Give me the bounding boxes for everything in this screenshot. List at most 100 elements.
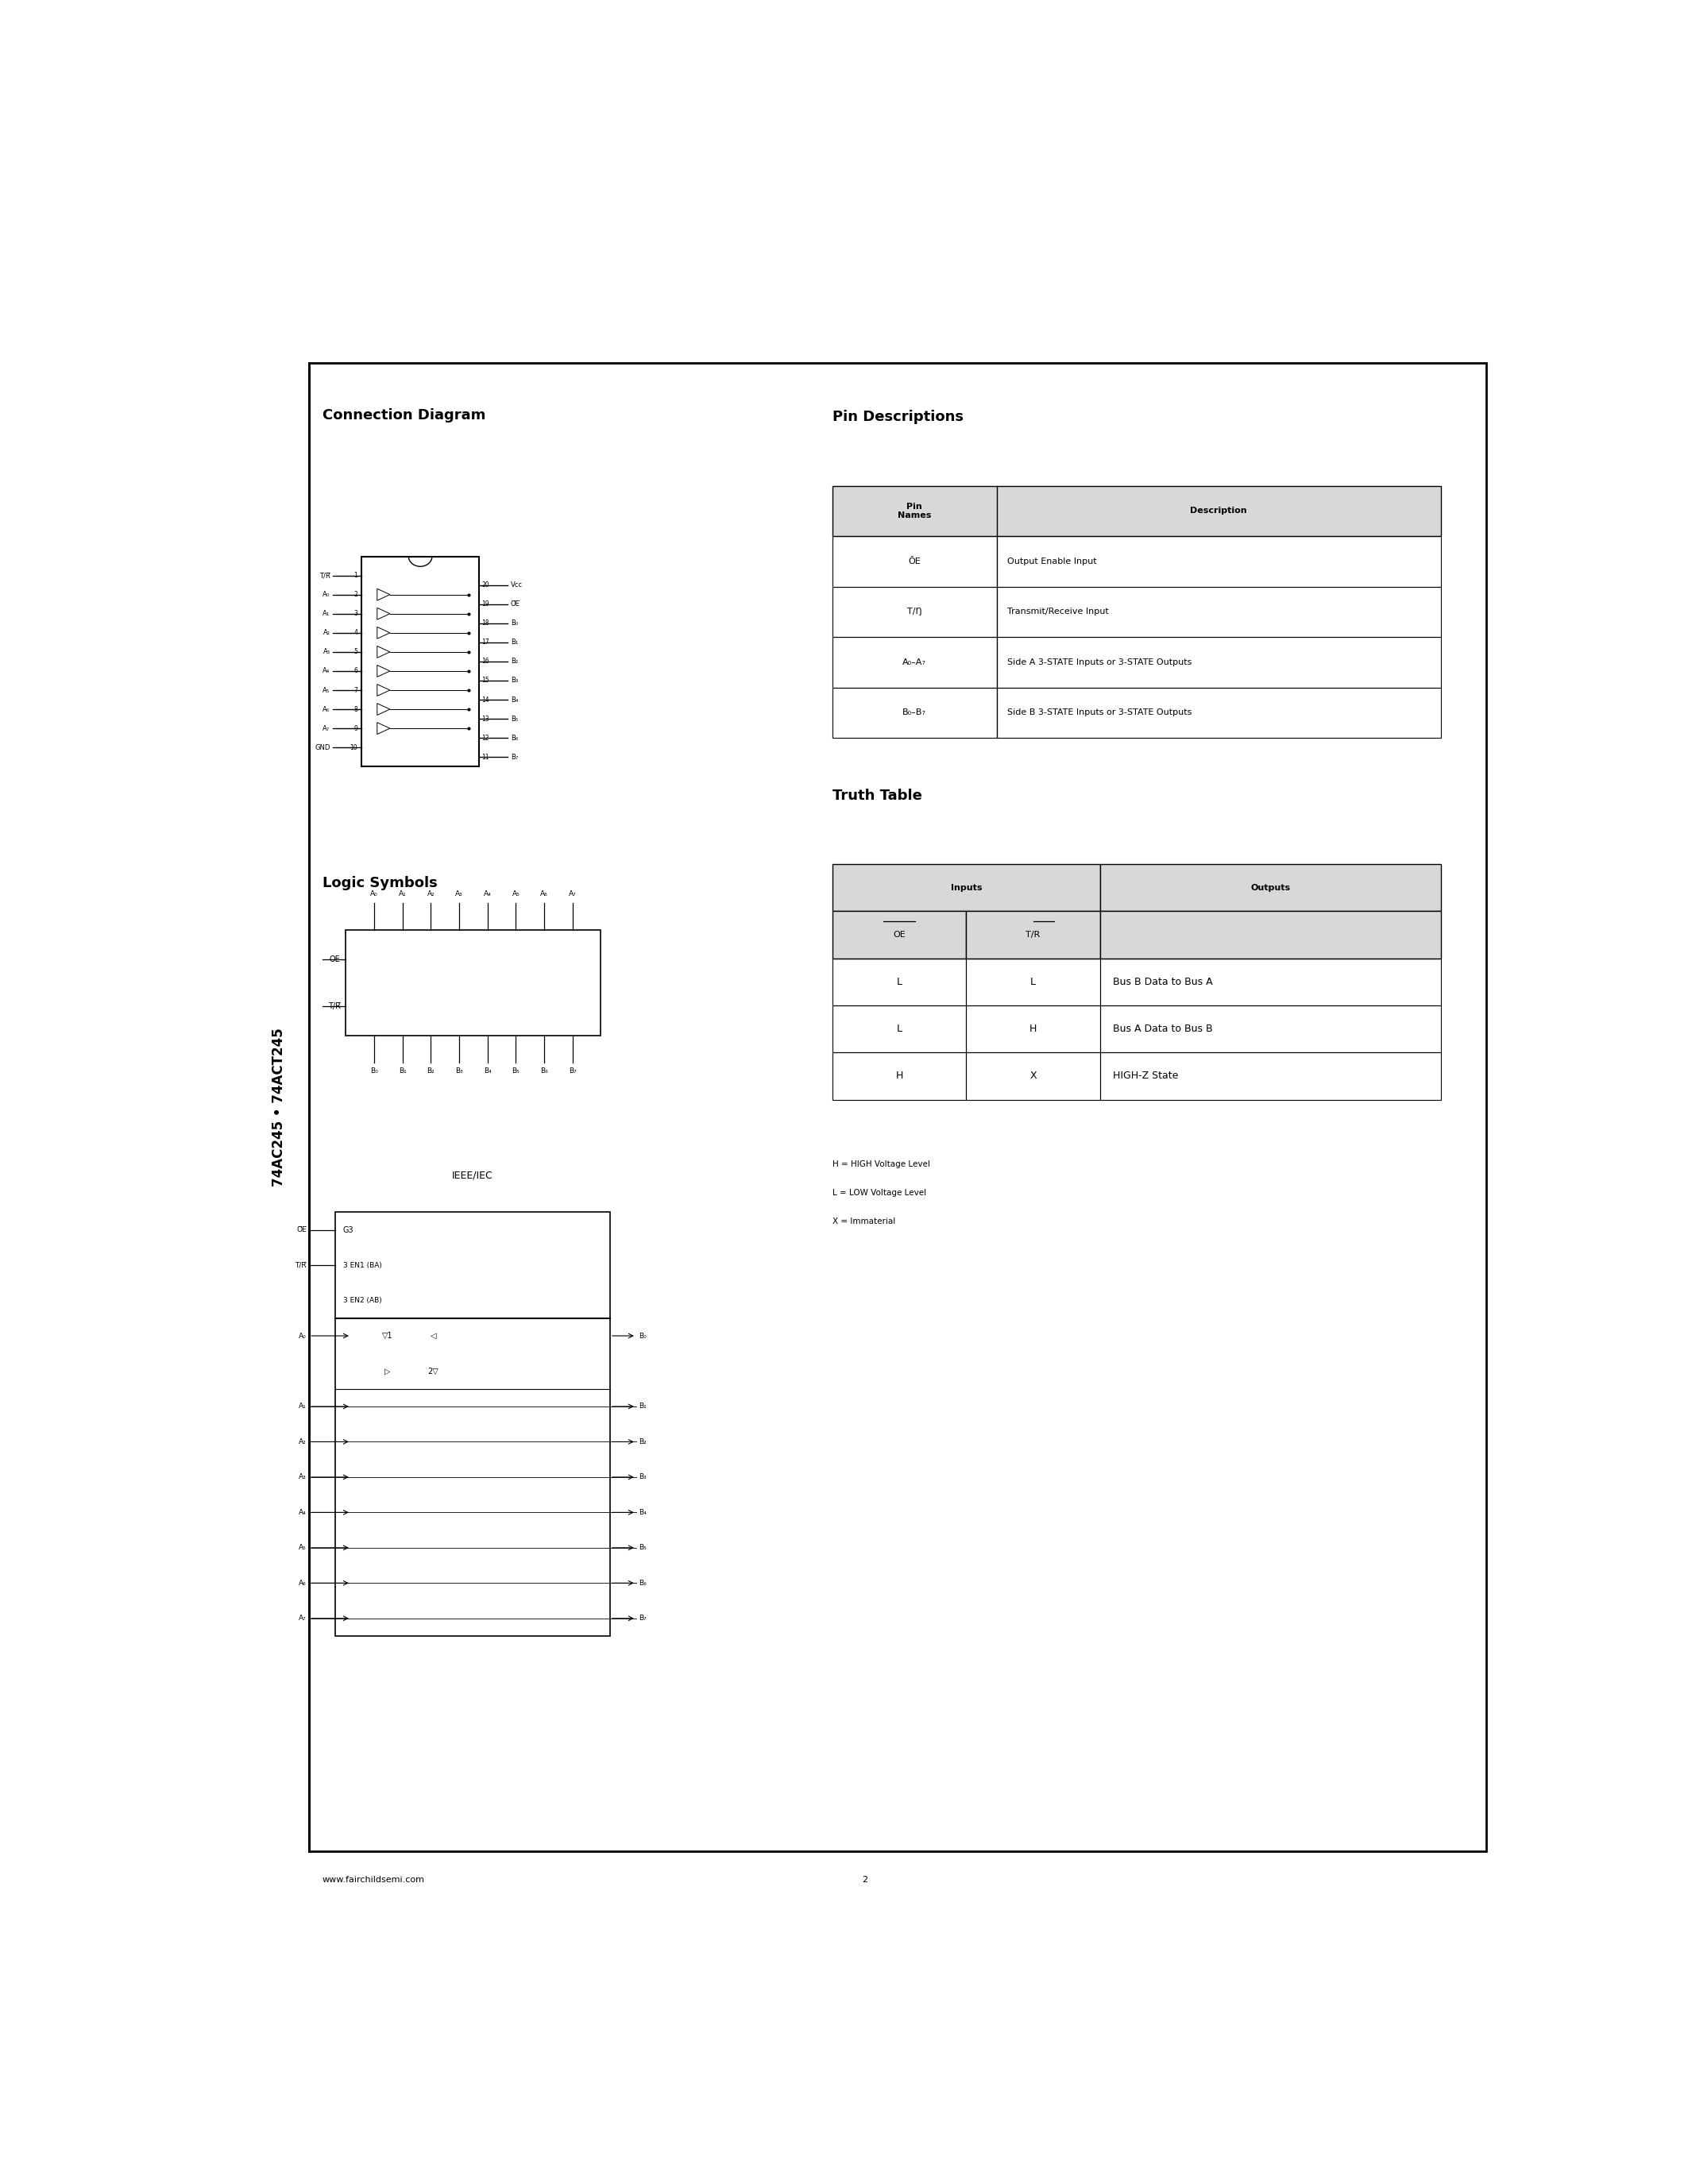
- Text: B₅: B₅: [511, 1068, 520, 1075]
- Text: 11: 11: [481, 753, 490, 760]
- Text: A₆: A₆: [322, 705, 331, 712]
- Text: 3 EN2 (AB): 3 EN2 (AB): [343, 1297, 381, 1304]
- Text: A₅: A₅: [299, 1544, 307, 1551]
- Text: 19: 19: [481, 601, 490, 607]
- Bar: [832, 959, 966, 1005]
- Text: O̅E̅: O̅E̅: [510, 601, 520, 607]
- Text: B₇: B₇: [510, 753, 518, 760]
- Text: B₆: B₆: [510, 734, 518, 743]
- Text: B₀: B₀: [510, 620, 518, 627]
- Text: A₀: A₀: [370, 891, 378, 898]
- Text: www.fairchildsemi.com: www.fairchildsemi.com: [322, 1876, 425, 1885]
- Text: Truth Table: Truth Table: [832, 788, 922, 804]
- Bar: [1101, 959, 1442, 1005]
- Text: 3: 3: [354, 609, 358, 618]
- Bar: [832, 485, 1442, 537]
- Text: A₀–A₇: A₀–A₇: [903, 657, 927, 666]
- Text: Bus B Data to Bus A: Bus B Data to Bus A: [1112, 976, 1214, 987]
- Text: B₀: B₀: [638, 1332, 647, 1339]
- Text: O̅E̅: O̅E̅: [297, 1225, 307, 1234]
- Text: OE: OE: [893, 930, 905, 939]
- Text: Vᴄᴄ: Vᴄᴄ: [510, 581, 523, 590]
- Text: 20: 20: [481, 581, 490, 590]
- Text: L: L: [896, 1024, 901, 1033]
- Text: X: X: [1030, 1070, 1036, 1081]
- Text: L: L: [896, 976, 901, 987]
- Text: A₃: A₃: [456, 891, 463, 898]
- Text: ▷: ▷: [385, 1367, 390, 1376]
- Text: GND: GND: [314, 745, 331, 751]
- Bar: [361, 557, 479, 767]
- Text: ▽1: ▽1: [381, 1332, 393, 1339]
- Bar: [832, 1053, 966, 1099]
- Text: 7: 7: [354, 686, 358, 695]
- Text: A₁: A₁: [322, 609, 331, 618]
- Bar: [1101, 1053, 1442, 1099]
- Text: B₆: B₆: [540, 1068, 549, 1075]
- Text: A₆: A₆: [299, 1579, 307, 1586]
- Text: A₇: A₇: [569, 891, 576, 898]
- Text: 2▽: 2▽: [429, 1367, 439, 1376]
- Text: A₀: A₀: [322, 592, 331, 598]
- Text: B₃: B₃: [456, 1068, 463, 1075]
- Bar: [966, 911, 1101, 959]
- Text: T/R̅: T/R̅: [295, 1262, 307, 1269]
- Text: B₄: B₄: [510, 697, 518, 703]
- Text: L: L: [1030, 976, 1036, 987]
- Text: Bus A Data to Bus B: Bus A Data to Bus B: [1112, 1024, 1214, 1033]
- Text: OE: OE: [329, 954, 341, 963]
- Text: 12: 12: [481, 734, 490, 743]
- Text: A₁: A₁: [398, 891, 407, 898]
- Text: B₃: B₃: [638, 1474, 647, 1481]
- Text: B₁: B₁: [398, 1068, 407, 1075]
- Text: 6: 6: [354, 668, 358, 675]
- Text: H: H: [1030, 1024, 1036, 1033]
- Bar: [832, 688, 1442, 738]
- Text: IEEE/IEC: IEEE/IEC: [452, 1171, 493, 1182]
- Text: B₅: B₅: [638, 1544, 647, 1551]
- Text: A₃: A₃: [322, 649, 331, 655]
- Text: B₁: B₁: [638, 1402, 647, 1411]
- Text: 2: 2: [863, 1876, 868, 1885]
- Text: B₀–B₇: B₀–B₇: [903, 710, 927, 716]
- Text: T/Ŋ: T/Ŋ: [906, 607, 922, 616]
- Text: L = LOW Voltage Level: L = LOW Voltage Level: [832, 1188, 927, 1197]
- Text: A₄: A₄: [322, 668, 331, 675]
- Text: 5: 5: [354, 649, 358, 655]
- Text: 4: 4: [354, 629, 358, 636]
- Bar: [1101, 1005, 1442, 1053]
- Text: T/R̅: T/R̅: [319, 572, 331, 579]
- Bar: [966, 959, 1101, 1005]
- Bar: [1101, 865, 1442, 911]
- Bar: [832, 865, 1101, 911]
- Bar: [346, 930, 601, 1035]
- Text: 10: 10: [349, 745, 358, 751]
- Text: B₇: B₇: [569, 1068, 576, 1075]
- Text: 3 EN1 (BA): 3 EN1 (BA): [343, 1262, 381, 1269]
- Text: 17: 17: [481, 638, 490, 646]
- Text: 9: 9: [354, 725, 358, 732]
- Text: B₆: B₆: [638, 1579, 647, 1586]
- Text: Transmit/Receive Input: Transmit/Receive Input: [1008, 607, 1109, 616]
- Text: A₅: A₅: [322, 686, 331, 695]
- Text: B₂: B₂: [510, 657, 518, 666]
- Text: A₂: A₂: [299, 1439, 307, 1446]
- Text: 14: 14: [481, 697, 490, 703]
- Text: Pin
Names: Pin Names: [898, 502, 932, 520]
- Text: 18: 18: [481, 620, 490, 627]
- Bar: [832, 911, 966, 959]
- Text: 2: 2: [354, 592, 358, 598]
- Bar: [309, 363, 1487, 1852]
- Text: B₅: B₅: [510, 714, 518, 723]
- Bar: [832, 587, 1442, 638]
- Text: Outputs: Outputs: [1251, 885, 1290, 891]
- Text: Description: Description: [1190, 507, 1247, 515]
- Text: G3: G3: [343, 1225, 354, 1234]
- Bar: [966, 1053, 1101, 1099]
- Text: T/R̅: T/R̅: [327, 1002, 341, 1009]
- Text: A₇: A₇: [299, 1614, 307, 1623]
- Text: Pin Descriptions: Pin Descriptions: [832, 411, 964, 424]
- Bar: [336, 1212, 609, 1636]
- Text: Side B 3-STATE Inputs or 3-STATE Outputs: Side B 3-STATE Inputs or 3-STATE Outputs: [1008, 710, 1192, 716]
- Text: A₄: A₄: [483, 891, 491, 898]
